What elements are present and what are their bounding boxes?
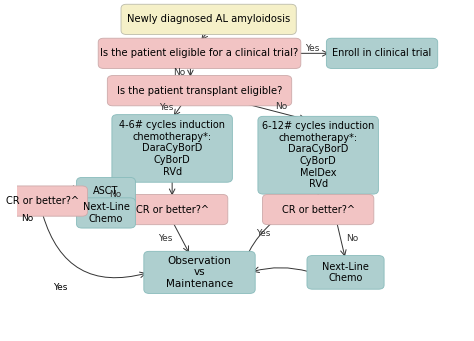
Text: Next-Line
Chemo: Next-Line Chemo	[82, 202, 129, 224]
Text: CR or better?^: CR or better?^	[6, 196, 79, 206]
Text: ASCT: ASCT	[93, 186, 118, 196]
Text: Next-Line
Chemo: Next-Line Chemo	[322, 262, 369, 283]
Text: Yes: Yes	[158, 234, 173, 243]
FancyBboxPatch shape	[107, 76, 292, 106]
FancyBboxPatch shape	[263, 194, 374, 225]
Text: No: No	[173, 68, 185, 76]
FancyBboxPatch shape	[98, 38, 301, 69]
Text: Yes: Yes	[53, 283, 67, 292]
FancyBboxPatch shape	[121, 4, 296, 34]
FancyBboxPatch shape	[76, 177, 136, 204]
Text: CR or better?^: CR or better?^	[136, 205, 209, 214]
Text: No: No	[346, 234, 358, 243]
FancyBboxPatch shape	[76, 198, 136, 228]
Text: Yes: Yes	[256, 229, 271, 238]
FancyBboxPatch shape	[144, 251, 255, 294]
Text: Is the patient eligible for a clinical trial?: Is the patient eligible for a clinical t…	[100, 48, 299, 58]
Text: No: No	[109, 191, 121, 199]
Text: Newly diagnosed AL amyloidosis: Newly diagnosed AL amyloidosis	[127, 14, 290, 24]
Text: 6-12# cycles induction
chemotherapy*:
DaraCyBorD
CyBorD
MelDex
RVd: 6-12# cycles induction chemotherapy*: Da…	[262, 121, 374, 189]
Text: No: No	[275, 102, 288, 111]
FancyBboxPatch shape	[0, 186, 88, 216]
Text: Is the patient transplant eligible?: Is the patient transplant eligible?	[117, 86, 282, 96]
Text: Yes: Yes	[159, 103, 173, 112]
FancyBboxPatch shape	[327, 38, 438, 69]
Text: Enroll in clinical trial: Enroll in clinical trial	[332, 48, 432, 58]
Text: Yes: Yes	[306, 44, 320, 53]
Text: CR or better?^: CR or better?^	[282, 205, 355, 214]
FancyBboxPatch shape	[258, 116, 378, 194]
FancyBboxPatch shape	[307, 255, 384, 289]
Text: No: No	[21, 213, 33, 223]
FancyBboxPatch shape	[112, 115, 232, 182]
Text: 4-6# cycles induction
chemotherapy*:
DaraCyBorD
CyBorD
RVd: 4-6# cycles induction chemotherapy*: Dar…	[119, 120, 225, 177]
FancyBboxPatch shape	[117, 194, 228, 225]
Text: Observation
vs
Maintenance: Observation vs Maintenance	[166, 256, 233, 289]
